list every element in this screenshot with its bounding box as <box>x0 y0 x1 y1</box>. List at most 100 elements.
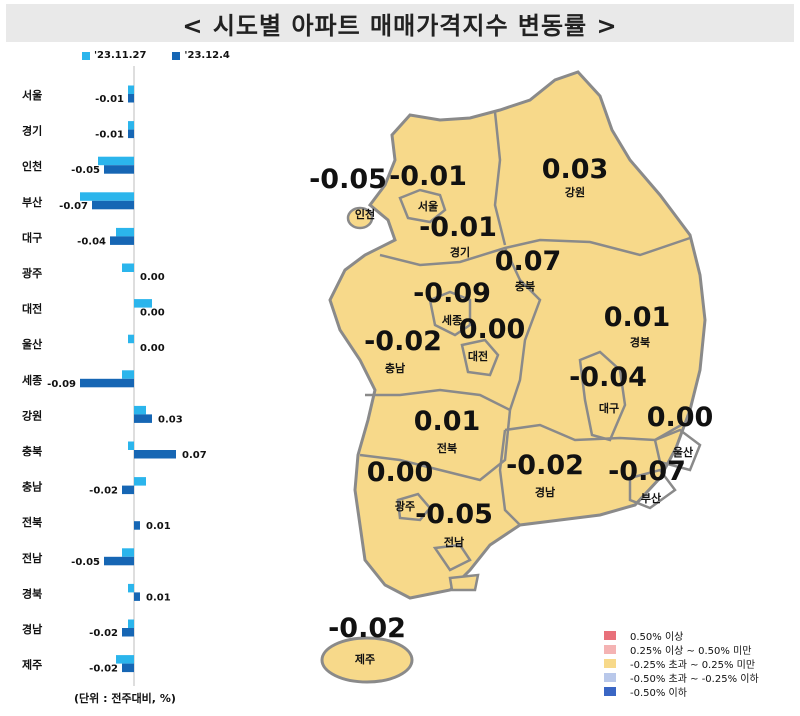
category-label: 울산 <box>22 337 42 351</box>
legend-swatch-1 <box>82 51 90 60</box>
map-legend-swatch <box>604 644 616 654</box>
region-value: -0.07 <box>608 456 686 487</box>
border-daejeon <box>460 338 500 377</box>
region-name: 울산 <box>673 445 693 459</box>
bar-series-1 <box>128 441 134 450</box>
border-gyeonggi-south <box>379 236 691 267</box>
border-daegu <box>578 350 627 442</box>
bar-series-2 <box>128 129 134 139</box>
bar-series-1 <box>134 405 146 415</box>
bar-series-1 <box>116 227 134 237</box>
region-value: -0.01 <box>389 161 467 192</box>
region-value: -0.05 <box>309 164 387 195</box>
region-value: -0.05 <box>415 499 493 530</box>
legend-item-1: '23.11.27 <box>82 50 146 61</box>
region-name: 부산 <box>641 491 661 505</box>
region-value: 0.01 <box>414 406 481 437</box>
region-name: 대전 <box>468 349 488 363</box>
category-label: 대구 <box>22 230 42 244</box>
region-name: 인천 <box>355 207 375 221</box>
category-label: 인천 <box>22 159 42 173</box>
data-label: -0.07 <box>59 201 88 212</box>
border-gwangju <box>396 492 432 522</box>
map-legend-swatch <box>604 672 616 682</box>
bar-series-1 <box>122 370 134 379</box>
category-label: 경기 <box>22 124 42 138</box>
region-value: 0.00 <box>459 314 526 345</box>
bar-series-1 <box>134 299 152 308</box>
legend-swatch-2 <box>172 51 181 60</box>
bar-series-2 <box>92 200 134 210</box>
region-value: 0.03 <box>542 154 609 185</box>
map-incheon-island <box>346 206 374 230</box>
region-name: 경북 <box>630 335 650 349</box>
map-legend-swatch <box>604 630 616 640</box>
category-label: 부산 <box>22 195 42 209</box>
map-legend-label: 0.50% 이상 <box>630 631 684 643</box>
border-chungbuk <box>503 247 542 411</box>
bar-series-1 <box>98 156 134 166</box>
bar-series-2 <box>122 628 134 637</box>
bar-series-2 <box>80 378 134 388</box>
region-value: -0.09 <box>413 278 491 309</box>
map-south-islands <box>432 543 480 592</box>
region-value: -0.04 <box>569 362 647 393</box>
region-value: -0.01 <box>419 212 497 243</box>
bar-series-2 <box>134 521 140 530</box>
region-value: 0.07 <box>495 246 562 277</box>
region-name: 경남 <box>535 485 555 499</box>
data-label: -0.02 <box>89 486 118 497</box>
border-seoul <box>398 188 447 224</box>
bar-series-1 <box>122 263 134 272</box>
border-busan <box>628 468 677 510</box>
border-chungnam-jeonbuk <box>365 388 511 412</box>
region-name: 전북 <box>437 441 457 455</box>
bar-chart: 서울 -0.01 경기 -0.01 인천 -0.05 부산 -0.07 대구 -0.04 광주 0.0… <box>22 66 207 686</box>
map-legend-item: -0.25% 초과 ~ 0.25% 미만 <box>604 656 759 671</box>
category-label: 충북 <box>22 444 42 458</box>
bar-series-1 <box>128 583 134 593</box>
region-name: 강원 <box>565 185 585 199</box>
region-value: -0.02 <box>328 613 406 644</box>
bar-series-2 <box>134 592 140 601</box>
map-legend-label: -0.50% 초과 ~ -0.25% 이하 <box>630 673 759 685</box>
bar-series-1 <box>128 121 134 130</box>
bar-series-1 <box>134 477 146 486</box>
data-label: -0.09 <box>47 379 76 390</box>
bar-series-1 <box>122 548 134 557</box>
map-legend: 0.50% 이상 0.25% 이상 ~ 0.50% 미만 -0.25% 초과 ~ 0… <box>604 628 759 699</box>
region-value: 0.00 <box>367 457 434 488</box>
bar-series-2 <box>134 414 152 423</box>
data-label: 0.07 <box>182 450 207 461</box>
unit-note: (단위 : 전주대비, %) <box>74 692 176 705</box>
bar-series-2 <box>134 450 176 459</box>
region-name: 경기 <box>450 245 470 259</box>
category-label: 강원 <box>22 408 42 422</box>
data-label: 0.00 <box>140 272 165 283</box>
region-value: 0.01 <box>604 302 671 333</box>
data-label: -0.04 <box>77 236 106 247</box>
map-legend-swatch <box>604 658 616 668</box>
legend-label-1: '23.11.27 <box>94 50 147 61</box>
map-legend-item: 0.50% 이상 <box>604 628 759 643</box>
legend-item-2: '23.12.4 <box>172 50 230 61</box>
data-label: 0.01 <box>146 592 171 603</box>
data-label: 0.00 <box>140 308 165 319</box>
data-label: -0.01 <box>95 130 124 141</box>
title-bar: < 시도별 아파트 매매가격지수 변동률 > <box>6 4 794 42</box>
region-name: 대구 <box>599 401 619 415</box>
page-title: < 시도별 아파트 매매가격지수 변동률 > <box>182 11 618 40</box>
region-name: 충남 <box>385 361 405 375</box>
bar-series-1 <box>128 619 134 628</box>
data-label: -0.05 <box>71 557 100 568</box>
map-legend-swatch <box>604 686 616 696</box>
map-shapes <box>320 70 707 684</box>
region-name: 충북 <box>515 279 535 293</box>
bar-series-1 <box>80 192 134 201</box>
bar-series-1 <box>128 85 134 94</box>
category-label: 세종 <box>22 373 42 387</box>
bar-series-2 <box>104 556 134 566</box>
data-label: 0.03 <box>158 414 183 425</box>
region-name: 서울 <box>418 199 438 213</box>
